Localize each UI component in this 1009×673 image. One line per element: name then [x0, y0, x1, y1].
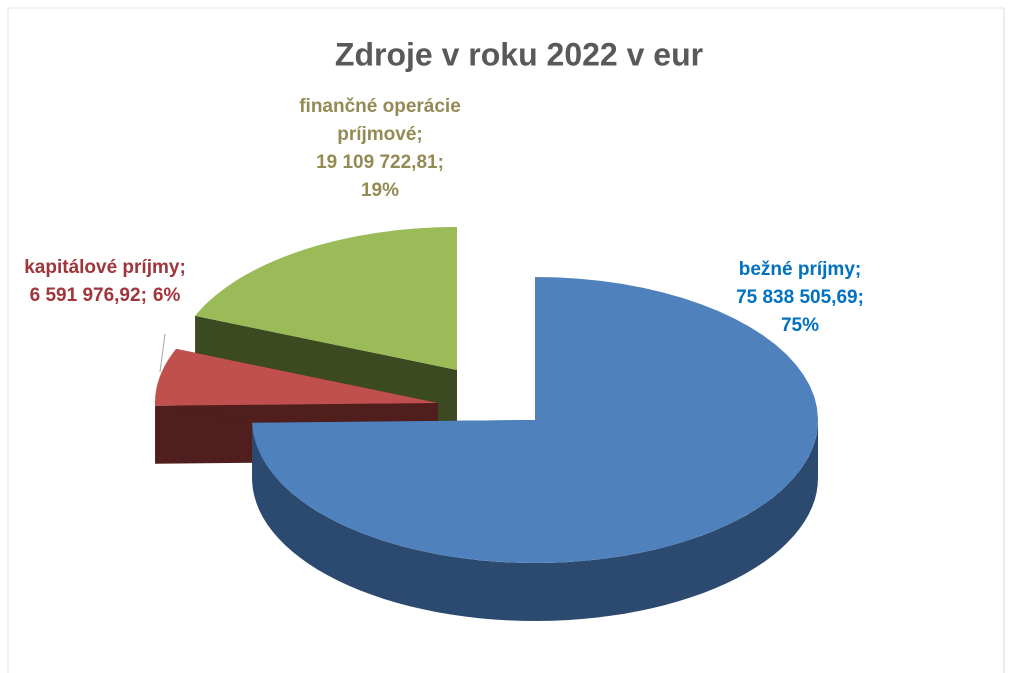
- data-label: kapitálové príjmy;: [24, 257, 186, 278]
- label-line: finančné operácie: [299, 96, 461, 117]
- data-label: bežné príjmy;: [739, 259, 861, 280]
- chart-title: Zdroje v roku 2022 v eur: [335, 36, 703, 72]
- label-part: 19 109 722,81;: [316, 152, 444, 173]
- label-part: bežné príjmy;: [739, 259, 861, 280]
- leader-line: [159, 333, 166, 373]
- label-line: príjmové;: [337, 124, 423, 145]
- label-part: 75%: [781, 315, 819, 336]
- slice: [195, 227, 457, 370]
- label-part: 6%: [153, 285, 181, 306]
- data-label: finančné operácie príjmové;: [299, 96, 461, 145]
- data-label: 19%: [361, 180, 399, 201]
- data-label: 75%: [781, 315, 819, 336]
- label-part: 19%: [361, 180, 399, 201]
- data-label: 19 109 722,81;: [316, 152, 444, 173]
- data-label: 6 591 976,92; 6%: [30, 285, 181, 306]
- label-part: 75 838 505,69;: [736, 287, 864, 308]
- label-part: kapitálové príjmy;: [24, 257, 186, 278]
- label-part: 6 591 976,92;: [30, 285, 147, 306]
- data-label: 75 838 505,69;: [736, 287, 864, 308]
- slice-side: [252, 420, 819, 621]
- slice: [155, 348, 438, 406]
- slice: [252, 277, 819, 563]
